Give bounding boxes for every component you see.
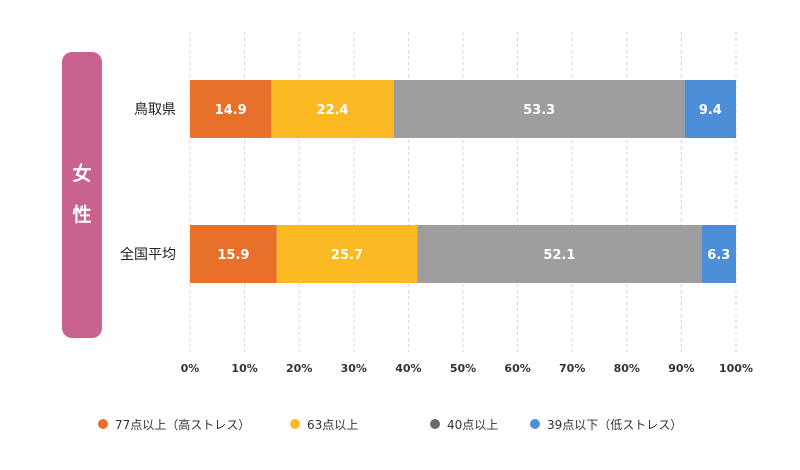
data-label: 6.3 [707,248,730,263]
data-label: 53.3 [523,103,555,118]
legend-dot-icon [530,419,540,429]
x-tick-label: 90% [668,362,694,375]
bar-segment [417,225,702,283]
data-label: 25.7 [331,248,363,263]
data-label: 14.9 [215,103,247,118]
legend-label: 77点以上（高ストレス） [115,417,251,432]
legend-item: 63点以上 [290,416,358,433]
legend-item: 39点以下（低ストレス） [530,416,682,433]
data-label: 52.1 [543,248,575,263]
legend-label: 39点以下（低ストレス） [547,417,683,432]
bar-segment [276,225,418,283]
x-tick-label: 10% [231,362,257,375]
x-tick-label: 70% [559,362,585,375]
data-label: 15.9 [217,248,249,263]
bar-segment [393,80,685,138]
legend-item: 77点以上（高ストレス） [98,416,250,433]
bar-segment [190,225,277,283]
side-label-char: 性 [72,204,92,226]
legend-label: 40点以上 [447,417,499,432]
bar-segment [190,80,272,138]
data-label: 9.4 [699,103,722,118]
x-tick-label: 100% [719,362,753,375]
bar-segment [701,225,736,283]
x-tick-label: 80% [614,362,640,375]
legend-dot-icon [290,419,300,429]
x-tick-label: 20% [286,362,312,375]
data-label: 22.4 [316,103,348,118]
x-tick-label: 60% [504,362,530,375]
category-label: 全国平均 [120,246,176,263]
stacked-bar-chart: 0% 10% 20% 30% 40% 50% 60% 70% 80% 90% 100% 鳥取県 14.9… [120,32,753,375]
legend-item: 40点以上 [430,416,498,433]
legend-dot-icon [430,419,440,429]
legend: 77点以上（高ストレス） 63点以上 40点以上 39点以下（低ストレス） [98,412,738,436]
x-tick-label: 30% [341,362,367,375]
x-tick-label: 40% [395,362,421,375]
side-label-char: 女 [72,163,92,185]
bar-segment [684,80,736,138]
x-tick-label: 0% [181,362,200,375]
category-label: 鳥取県 [134,102,176,118]
legend-dot-icon [98,419,108,429]
bar-segment [271,80,394,138]
side-label-female: 女 性 [62,52,102,338]
x-tick-label: 50% [450,362,476,375]
legend-label: 63点以上 [307,417,359,432]
